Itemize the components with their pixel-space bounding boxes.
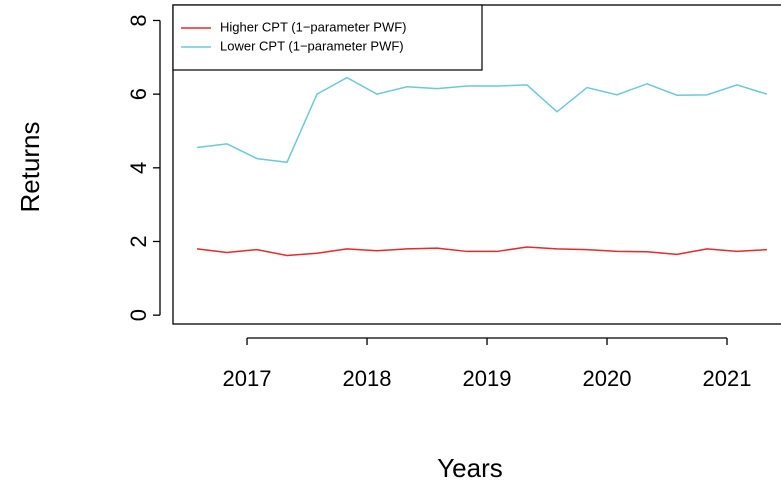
- x-tick-label: 2019: [463, 366, 512, 391]
- y-tick-label: 4: [126, 162, 151, 174]
- y-tick-label: 6: [126, 88, 151, 100]
- y-tick-label: 8: [126, 14, 151, 26]
- series-line: [196, 76, 768, 164]
- legend-label: Lower CPT (1−parameter PWF): [220, 38, 404, 53]
- y-tick-label: 2: [126, 235, 151, 247]
- x-tick-label: 2017: [223, 366, 272, 391]
- series-line: [196, 246, 768, 257]
- x-tick-label: 2021: [703, 366, 752, 391]
- y-tick-label: 0: [126, 309, 151, 321]
- x-axis-label: Years: [437, 453, 503, 483]
- legend-box: [172, 4, 483, 71]
- x-tick-label: 2018: [343, 366, 392, 391]
- legend-label: Higher CPT (1−parameter PWF): [220, 19, 407, 34]
- x-tick-label: 2020: [583, 366, 632, 391]
- y-axis-label: Returns: [15, 121, 45, 212]
